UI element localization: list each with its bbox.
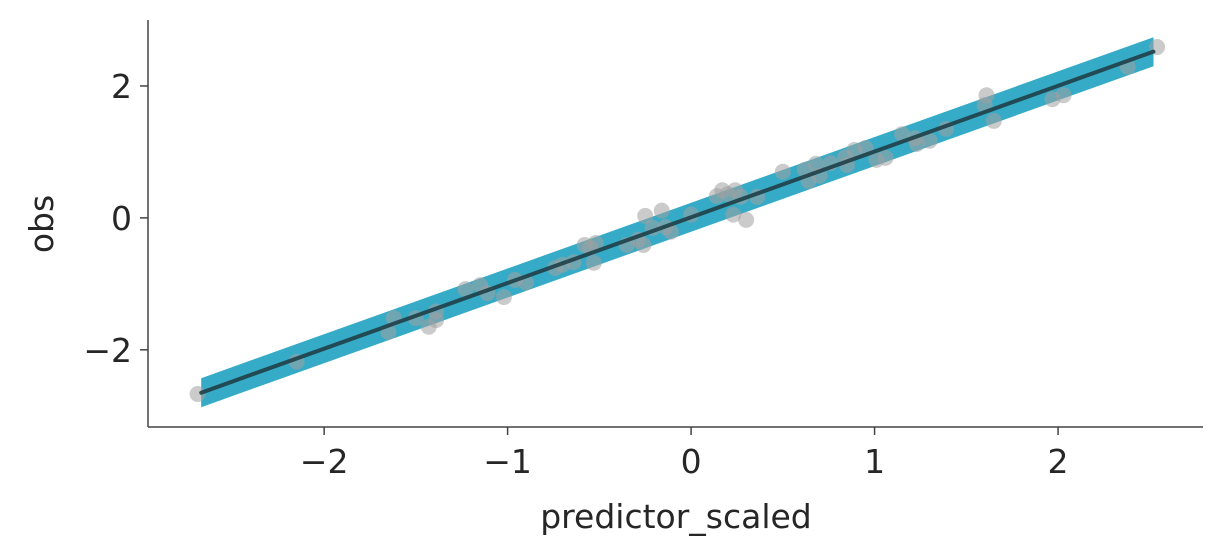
y-tick-label: −2 (83, 331, 132, 370)
x-tick-label: 0 (681, 442, 702, 481)
data-point (725, 206, 742, 223)
y-tick-label: 0 (111, 199, 132, 238)
data-point (985, 112, 1002, 129)
data-point (457, 281, 474, 298)
data-point (653, 202, 670, 219)
data-point (921, 132, 938, 149)
plot-area (189, 37, 1166, 408)
y-axis-label: obs (22, 195, 61, 253)
data-point (635, 236, 652, 253)
data-point (894, 126, 911, 143)
fit-line (199, 49, 1156, 395)
data-point (908, 136, 925, 153)
axes: −2 −1 0 1 2 −2 0 2 (83, 20, 1203, 481)
data-point (637, 207, 654, 224)
data-point (738, 211, 755, 228)
data-point (585, 254, 602, 271)
data-point (587, 234, 604, 251)
data-point (877, 149, 894, 166)
x-tick-label: 2 (1048, 442, 1069, 481)
data-point (774, 163, 791, 180)
data-point (189, 386, 206, 403)
x-axis-label: predictor_scaled (540, 497, 812, 536)
y-tick-label: 2 (111, 67, 132, 106)
x-tick-label: −2 (300, 442, 349, 481)
data-point (1055, 87, 1072, 104)
data-point (978, 87, 995, 104)
x-tick-label: −1 (483, 442, 532, 481)
data-point (495, 289, 512, 306)
x-tick-label: 1 (864, 442, 885, 481)
